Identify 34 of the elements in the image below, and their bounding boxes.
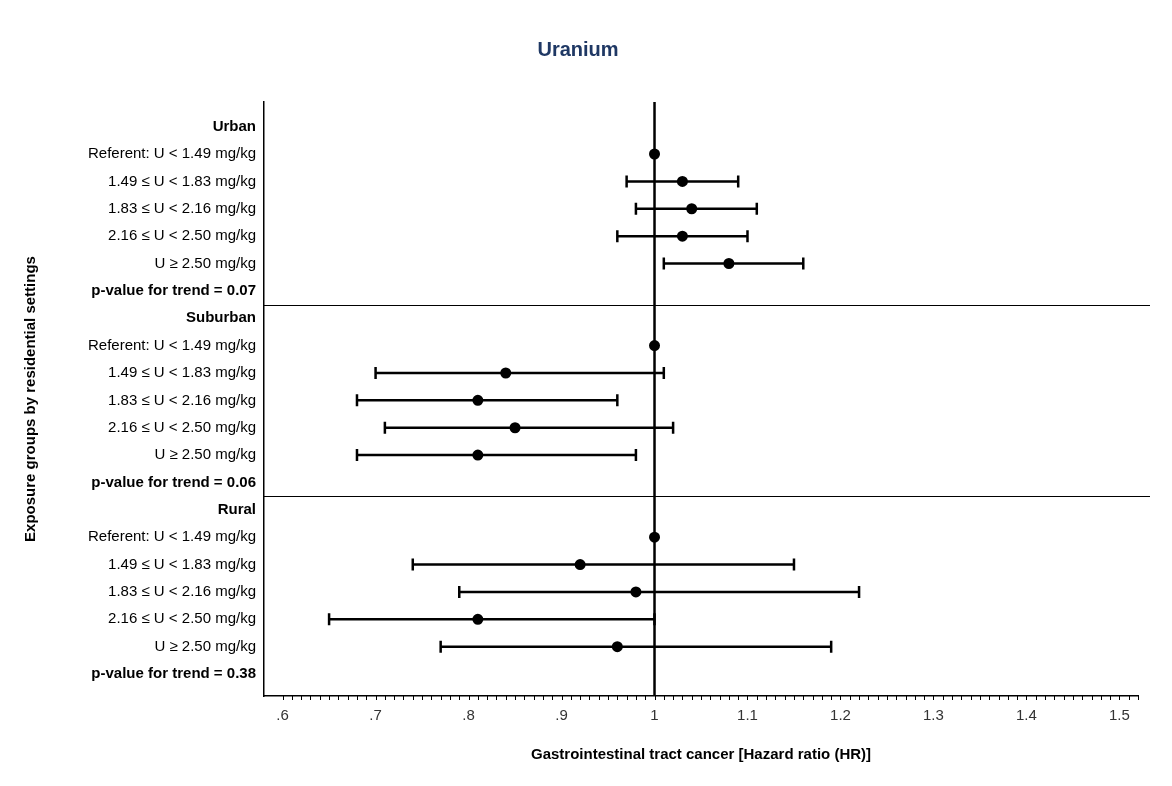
chart-title: Uranium (537, 37, 619, 60)
y-tick-label: Referent: U < 1.49 mg/kg (87, 335, 256, 353)
x-axis-title: Gastrointestinal tract cancer [Hazard ratio (HR)] (530, 745, 872, 763)
y-tick-label: 1.49 ≤ U < 1.83 mg/kg (108, 363, 256, 381)
x-tick-label: 1.1 (737, 706, 758, 724)
y-tick-label: 2.16 ≤ U < 2.50 mg/kg (108, 609, 256, 627)
x-tick-label: 1.2 (830, 706, 851, 724)
y-tick-label: p-value for trend = 0.38 (91, 664, 256, 682)
y-tick-label: Referent: U < 1.49 mg/kg (87, 527, 256, 545)
y-axis-title: Exposure groups by residential settings (21, 256, 39, 542)
y-tick-label: 2.16 ≤ U < 2.50 mg/kg (108, 226, 256, 244)
y-tick-label: 1.83 ≤ U < 2.16 mg/kg (108, 390, 256, 408)
y-tick-label: 1.83 ≤ U < 2.16 mg/kg (108, 582, 256, 600)
y-tick-label: Referent: U < 1.49 mg/kg (87, 144, 256, 162)
x-tick-label: .8 (462, 706, 475, 724)
x-tick-label: 1.4 (1016, 706, 1037, 724)
x-tick-label: .7 (369, 706, 382, 724)
x-tick-label: .6 (276, 706, 289, 724)
x-tick-label: 1.3 (923, 706, 944, 724)
y-tick-label: 1.49 ≤ U < 1.83 mg/kg (108, 554, 256, 572)
y-tick-label: U ≥ 2.50 mg/kg (154, 636, 256, 654)
y-tick-label: 1.49 ≤ U < 1.83 mg/kg (108, 171, 256, 189)
y-tick-label: p-value for trend = 0.06 (91, 472, 256, 490)
y-tick-label: Rural (217, 500, 256, 517)
y-tick-label: p-value for trend = 0.07 (91, 281, 256, 299)
y-tick-label: 2.16 ≤ U < 2.50 mg/kg (108, 417, 256, 435)
y-tick-label: Suburban (186, 308, 256, 326)
y-tick-label: 1.83 ≤ U < 2.16 mg/kg (108, 198, 256, 216)
y-tick-label: U ≥ 2.50 mg/kg (154, 445, 256, 463)
x-tick-label: 1 (650, 706, 659, 724)
x-tick-label: .9 (555, 706, 568, 724)
x-tick-label: 1.5 (1108, 706, 1130, 724)
y-tick-label: Urban (212, 116, 256, 134)
y-tick-label: U ≥ 2.50 mg/kg (154, 253, 256, 271)
